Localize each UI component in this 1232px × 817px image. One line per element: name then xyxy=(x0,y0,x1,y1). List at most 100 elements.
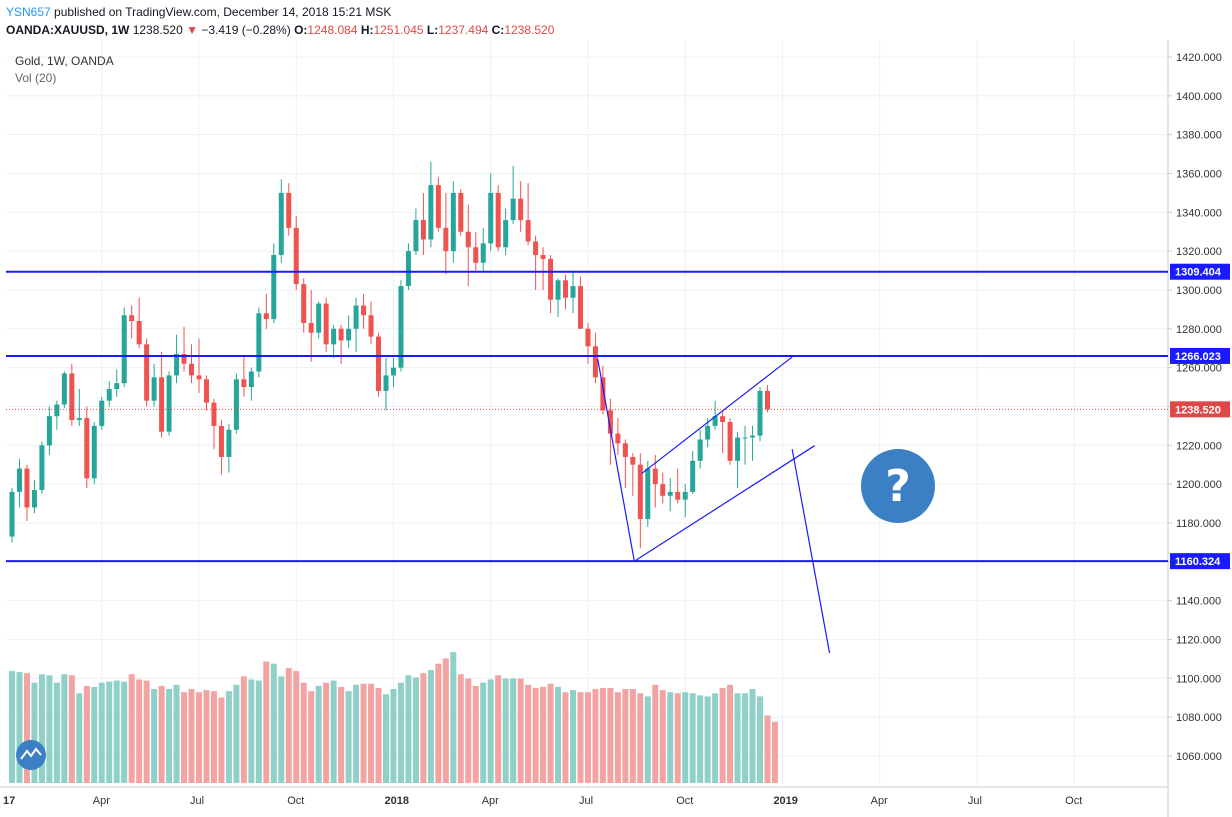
volume-bar xyxy=(749,689,756,783)
level-price-tag xyxy=(1170,553,1230,570)
volume-bar xyxy=(764,715,771,783)
candle-body xyxy=(473,247,479,263)
channel-lower-line xyxy=(634,445,815,562)
volume-bar xyxy=(210,691,217,783)
volume-bar xyxy=(599,687,606,783)
volume-bar xyxy=(532,687,539,783)
volume-bar xyxy=(136,679,143,783)
price-tick-label: 1400.000 xyxy=(1176,91,1222,103)
time-tick-label: Jul xyxy=(579,795,593,807)
candle-body xyxy=(84,418,90,479)
symbol-label[interactable]: OANDA:XAUUSD, 1W xyxy=(6,23,130,37)
candle-body xyxy=(607,410,613,434)
price-axis[interactable]: 1420.000 1400.000 1380.000 1360.000 1340.000… xyxy=(1168,52,1230,763)
down-arrow-icon: ▼ xyxy=(186,23,198,37)
volume-bar xyxy=(562,692,569,783)
candle-body xyxy=(248,371,254,388)
volume-bar xyxy=(667,692,674,783)
candle-body xyxy=(241,379,247,388)
time-tick-label: Apr xyxy=(871,795,888,807)
candle-body xyxy=(76,418,82,421)
volume-bar xyxy=(517,678,524,783)
candle-body xyxy=(61,373,67,405)
candle-body xyxy=(764,390,770,410)
low-label: L: xyxy=(426,23,439,37)
volume-bar xyxy=(510,678,517,783)
candle-body xyxy=(488,192,494,244)
volume-bar xyxy=(181,692,188,783)
volume-bar xyxy=(742,693,749,783)
high-value: 1251.045 xyxy=(373,23,424,37)
volume-bar xyxy=(83,685,90,783)
volume-bar xyxy=(68,675,75,783)
candle-body xyxy=(690,460,696,492)
volume-bar xyxy=(577,692,584,783)
volume-bar xyxy=(121,681,128,783)
legend-volume: Vol (20) xyxy=(15,71,57,85)
candle-body xyxy=(675,491,681,500)
candle-body xyxy=(540,255,546,259)
candle-body xyxy=(615,433,621,444)
candle-body xyxy=(144,344,150,401)
volume-bar xyxy=(495,675,502,783)
volume-bar xyxy=(435,663,442,783)
volume-bar xyxy=(472,685,479,783)
candle-body xyxy=(720,416,726,423)
volume-bar xyxy=(622,689,629,783)
volume-bar xyxy=(46,675,53,783)
candle-body xyxy=(346,328,352,341)
candle-body xyxy=(398,286,404,368)
candle-body xyxy=(256,313,262,372)
level-price-tag xyxy=(1170,263,1230,280)
volume-bar xyxy=(412,677,419,783)
candle-body xyxy=(428,185,434,240)
candle-body xyxy=(503,220,509,248)
volume-bar xyxy=(345,691,352,783)
close-label: C: xyxy=(491,23,505,37)
price-tick-label: 1360.000 xyxy=(1176,168,1222,180)
close-value: 1238.520 xyxy=(504,23,555,37)
volume-bar xyxy=(757,696,763,783)
candle-body xyxy=(196,375,202,380)
volume-bar xyxy=(540,686,547,783)
candle-body xyxy=(592,346,598,378)
volume-bar xyxy=(323,682,330,783)
high-label: H: xyxy=(360,23,374,37)
volume-bar xyxy=(480,682,487,783)
candle-body xyxy=(39,445,45,490)
price-tick-label: 1120.000 xyxy=(1176,634,1221,646)
author-link[interactable]: YSN657 xyxy=(6,5,51,19)
candle-body xyxy=(458,192,464,232)
candle-body xyxy=(742,437,748,439)
time-axis[interactable]: 17 Apr Jul Oct 2018 Apr Jul Oct 2019 Apr Jul Oct xyxy=(3,795,1082,807)
price-chart[interactable]: 1420.000 1400.000 1380.000 1360.000 1340.000… xyxy=(0,40,1232,817)
volume-bar xyxy=(158,685,165,783)
candle-body xyxy=(9,491,15,537)
volume-bar xyxy=(240,676,247,783)
volume-bar xyxy=(196,692,202,783)
volume-bar xyxy=(712,693,719,783)
volume-bar xyxy=(16,672,23,783)
trend-drawings[interactable] xyxy=(597,356,831,654)
time-tick-label: Jul xyxy=(968,795,982,807)
volume-bar xyxy=(420,673,427,783)
volume-bar xyxy=(390,689,397,783)
time-tick-label: Oct xyxy=(287,795,304,807)
candle-body xyxy=(308,322,314,333)
candle-body xyxy=(735,437,741,461)
price-tick-label: 1080.000 xyxy=(1176,712,1222,724)
volume-bar xyxy=(143,680,150,783)
candle-body xyxy=(99,400,105,426)
candle-body xyxy=(54,404,60,417)
candle-body xyxy=(660,484,666,496)
candle-body xyxy=(390,367,396,376)
time-tick-label: 2018 xyxy=(384,795,408,807)
volume-bar xyxy=(23,673,30,783)
price-change: −3.419 (−0.28%) xyxy=(201,23,291,37)
publish-line: YSN657 published on TradingView.com, Dec… xyxy=(6,5,391,19)
candle-body xyxy=(159,377,165,432)
volume-bar xyxy=(555,686,562,783)
candle-body xyxy=(368,315,374,337)
horizontal-levels[interactable] xyxy=(6,270,1168,563)
candle-body xyxy=(353,305,359,329)
